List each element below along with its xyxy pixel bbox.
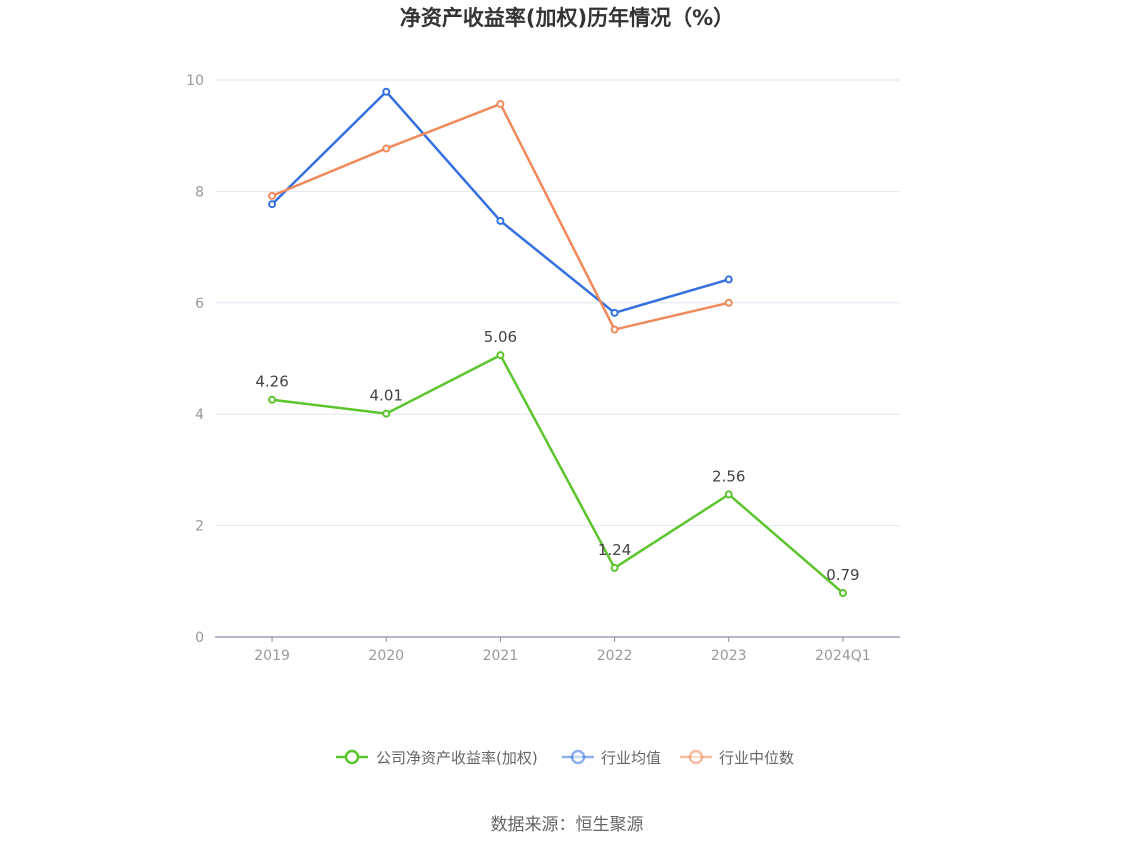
y-tick-label: 6 [195,296,204,312]
series-line [271,353,844,594]
legend-item: 行业中位数 [680,749,794,767]
data-point [268,395,277,404]
data-label: 5.06 [484,328,517,346]
data-label: 4.01 [370,387,403,405]
data-point [610,563,619,572]
data-point [382,87,391,96]
legend-marker [570,749,586,765]
series-line [271,90,730,315]
x-tick-label: 2021 [483,648,519,664]
legend-marker [688,749,704,765]
data-point [724,298,733,307]
y-tick-label: 10 [186,73,204,89]
source-note: 数据来源：恒生聚源 [491,815,644,835]
x-tick-label: 2020 [368,648,404,664]
data-point [268,191,277,200]
chart-title: 净资产收益率(加权)历年情况（%） [400,6,734,30]
data-point [382,144,391,153]
x-tick-label: 2022 [597,648,633,664]
legend-label: 行业均值 [601,749,661,767]
x-tick-label: 2023 [711,648,747,664]
data-point [724,490,733,499]
legend-marker [344,749,360,765]
y-tick-label: 2 [195,519,204,535]
data-point [268,200,277,209]
y-tick-label: 4 [195,407,204,423]
data-point [382,409,391,418]
legend-item: 公司净资产收益率(加权) [336,749,538,767]
data-label: 1.24 [598,541,631,559]
x-tick-label: 2024Q1 [815,648,871,664]
y-tick-label: 0 [195,630,204,646]
data-label: 4.26 [255,373,288,391]
data-point [496,351,505,360]
grid-lines [215,79,900,527]
legend-label: 公司净资产收益率(加权) [376,749,538,767]
legend: 公司净资产收益率(加权) 行业均值 行业中位数 [336,749,794,767]
data-point [724,275,733,284]
data-label: 2.56 [712,467,745,485]
data-point [610,325,619,334]
y-tick-label: 8 [195,184,204,200]
legend-label: 行业中位数 [719,749,794,767]
data-labels: 4.26 4.01 5.06 1.24 2.56 0.79 [255,328,859,584]
axes: 0 2 4 6 8 10 2019 2020 2021 2022 2023 2024Q1 [186,73,900,664]
data-point [496,99,505,108]
x-tick-label: 2019 [254,648,290,664]
data-point [610,308,619,317]
data-label: 0.79 [826,566,859,584]
data-point [838,588,847,597]
series-lines [268,87,847,597]
legend-item: 行业均值 [562,749,661,767]
data-point [496,216,505,225]
